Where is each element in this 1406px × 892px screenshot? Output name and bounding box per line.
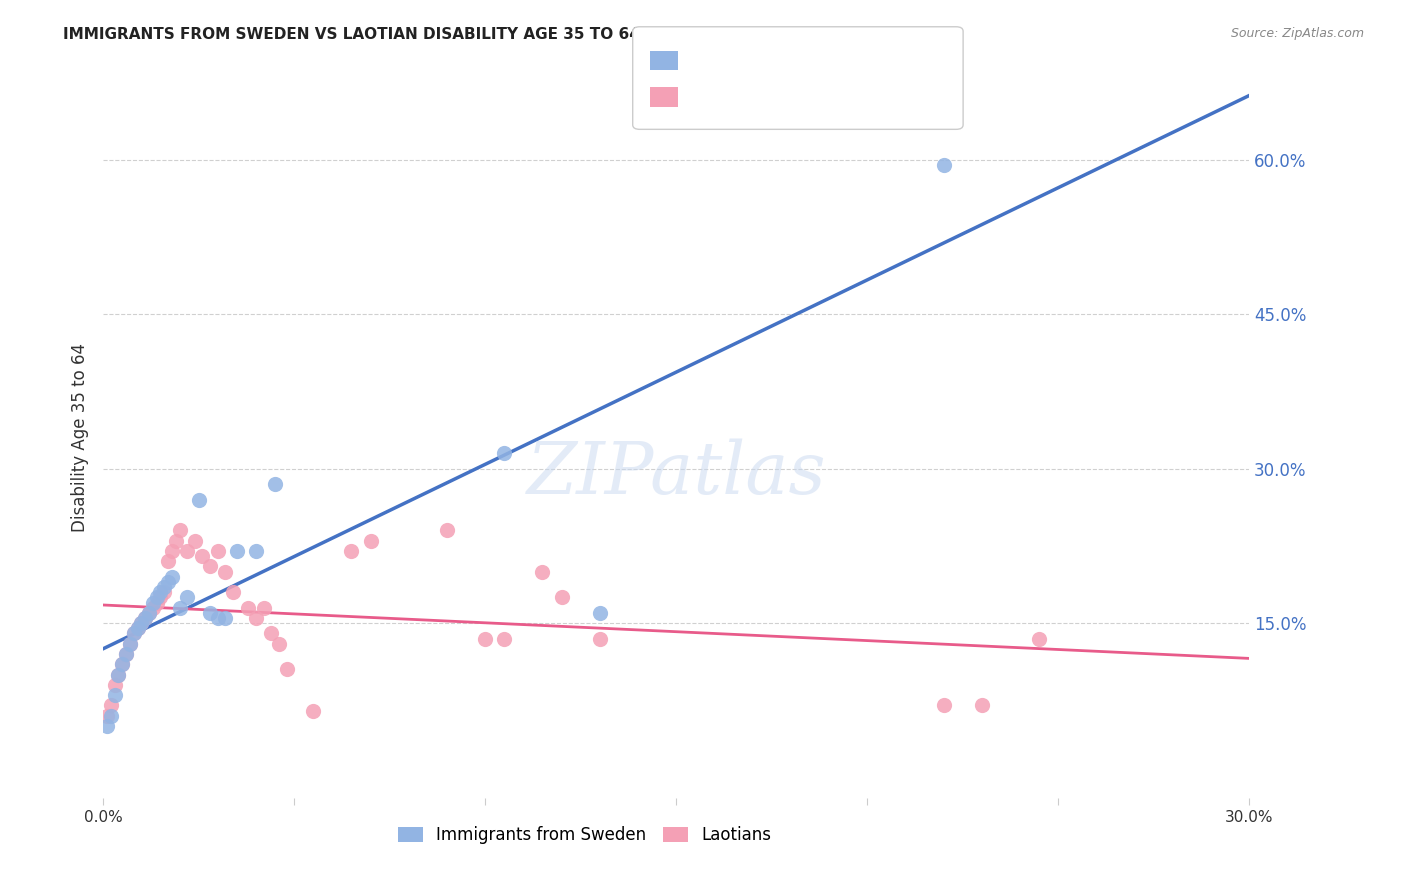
- Point: [276, 662, 298, 676]
- Point: [142, 595, 165, 609]
- Point: [207, 544, 229, 558]
- Point: [198, 606, 221, 620]
- Point: [96, 708, 118, 723]
- Point: [100, 708, 122, 723]
- Point: [245, 544, 267, 558]
- Point: [153, 585, 176, 599]
- Point: [225, 544, 247, 558]
- Point: [531, 565, 554, 579]
- Point: [100, 698, 122, 713]
- Point: [145, 591, 167, 605]
- Point: [118, 637, 141, 651]
- Point: [589, 632, 612, 646]
- Point: [160, 570, 183, 584]
- Point: [96, 719, 118, 733]
- Point: [138, 606, 160, 620]
- Point: [118, 637, 141, 651]
- Point: [107, 667, 129, 681]
- Text: R = -0.039   N = 45: R = -0.039 N = 45: [686, 89, 837, 104]
- Point: [115, 647, 138, 661]
- Point: [111, 657, 134, 672]
- Point: [131, 616, 153, 631]
- Point: [153, 580, 176, 594]
- Point: [157, 554, 180, 568]
- Point: [142, 600, 165, 615]
- Text: IMMIGRANTS FROM SWEDEN VS LAOTIAN DISABILITY AGE 35 TO 64 CORRELATION CHART: IMMIGRANTS FROM SWEDEN VS LAOTIAN DISABI…: [63, 27, 828, 42]
- Point: [169, 524, 191, 538]
- Point: [127, 621, 149, 635]
- Point: [157, 574, 180, 589]
- Point: [134, 611, 156, 625]
- Point: [436, 524, 458, 538]
- Point: [165, 533, 187, 548]
- Point: [494, 632, 516, 646]
- Point: [198, 559, 221, 574]
- Point: [245, 611, 267, 625]
- Point: [932, 158, 955, 172]
- Point: [589, 606, 612, 620]
- Text: ZIPatlas: ZIPatlas: [526, 439, 825, 509]
- Point: [932, 698, 955, 713]
- Point: [360, 533, 382, 548]
- Point: [260, 626, 283, 640]
- Y-axis label: Disability Age 35 to 64: Disability Age 35 to 64: [72, 343, 89, 533]
- Point: [302, 704, 325, 718]
- Point: [149, 585, 172, 599]
- Point: [122, 626, 145, 640]
- Point: [104, 678, 127, 692]
- Point: [176, 544, 198, 558]
- Point: [187, 492, 209, 507]
- Point: [340, 544, 363, 558]
- Point: [115, 647, 138, 661]
- Point: [970, 698, 993, 713]
- Point: [169, 600, 191, 615]
- Point: [214, 565, 236, 579]
- Point: [134, 611, 156, 625]
- Legend: Immigrants from Sweden, Laotians: Immigrants from Sweden, Laotians: [398, 826, 772, 844]
- Point: [222, 585, 245, 599]
- Point: [184, 533, 207, 548]
- Point: [127, 621, 149, 635]
- Point: [207, 611, 229, 625]
- Point: [494, 446, 516, 460]
- Point: [264, 477, 287, 491]
- Point: [191, 549, 214, 564]
- Point: [252, 600, 274, 615]
- Point: [149, 591, 172, 605]
- Point: [1028, 632, 1050, 646]
- Point: [214, 611, 236, 625]
- Point: [122, 626, 145, 640]
- Point: [131, 616, 153, 631]
- Text: R =  0.837   N = 30: R = 0.837 N = 30: [686, 53, 835, 68]
- Point: [107, 667, 129, 681]
- Text: Source: ZipAtlas.com: Source: ZipAtlas.com: [1230, 27, 1364, 40]
- Point: [104, 688, 127, 702]
- Point: [267, 637, 290, 651]
- Point: [111, 657, 134, 672]
- Point: [550, 591, 572, 605]
- Point: [176, 591, 198, 605]
- Point: [145, 595, 167, 609]
- Point: [160, 544, 183, 558]
- Point: [238, 600, 260, 615]
- Point: [138, 606, 160, 620]
- Point: [474, 632, 496, 646]
